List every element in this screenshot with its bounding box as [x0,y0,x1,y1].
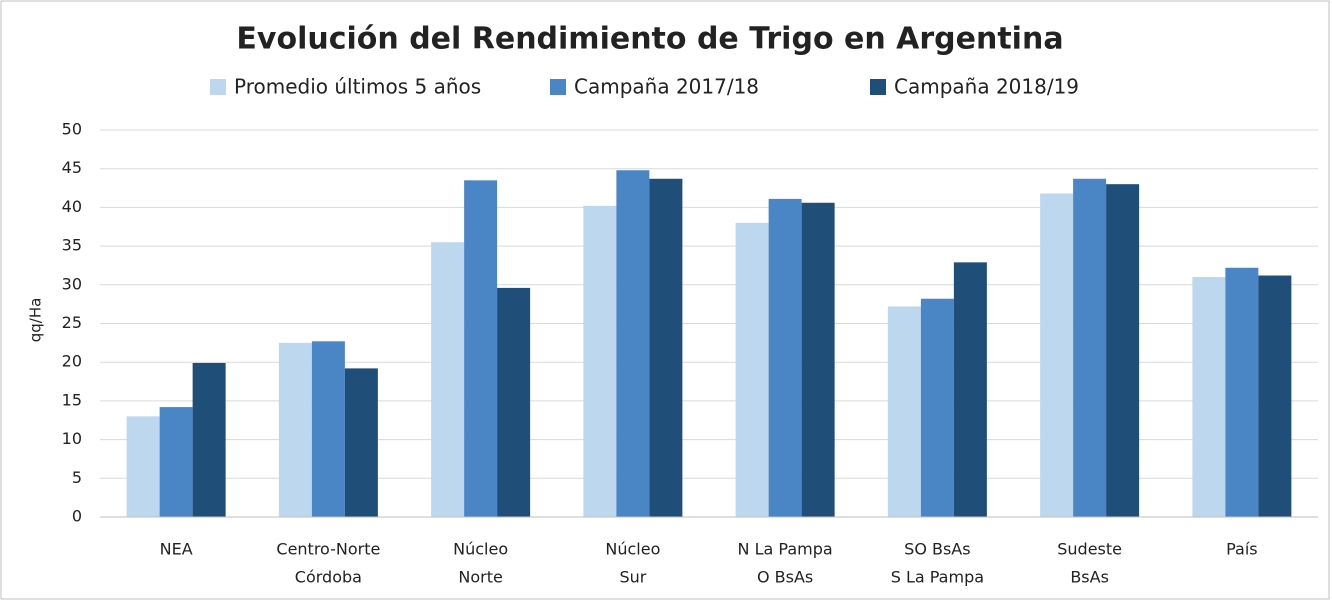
bar [616,170,650,518]
y-tick-label: 35 [62,236,82,255]
bar [583,205,617,518]
bar [192,362,226,517]
y-tick-label: 0 [72,507,82,526]
y-tick-label: 45 [62,158,82,177]
legend-label: Promedio últimos 5 años [234,75,481,99]
bar [126,416,160,517]
y-tick-label: 50 [62,120,82,139]
x-tick-label: NEA [160,540,193,559]
y-tick-label: 10 [62,429,82,448]
legend-swatch [210,79,226,95]
y-tick-label: 40 [62,197,82,216]
x-tick-label: Córdoba [295,568,362,587]
x-tick-label: Sudeste [1057,540,1122,559]
x-tick-label: N La Pampa [738,540,833,559]
bar [464,180,498,517]
bar [920,298,954,517]
x-tick-label: Norte [458,568,502,587]
x-tick-label: O BsAs [757,568,813,587]
bar [497,287,531,517]
bar [311,341,345,517]
bar [887,306,921,517]
x-tick-label: SO BsAs [904,540,970,559]
y-tick-label: 25 [62,313,82,332]
legend-label: Campaña 2017/18 [574,75,759,99]
bar [1073,178,1107,517]
bar [1258,275,1292,517]
x-tick-label: Núcleo [605,540,660,559]
bar [768,198,802,518]
x-tick-label: S La Pampa [891,568,984,587]
y-tick-label: 20 [62,352,82,371]
x-tick-label: Centro-Norte [276,540,380,559]
legend-swatch [550,79,566,95]
legend-label: Campaña 2018/19 [894,75,1079,99]
bar [1106,184,1140,517]
bar [953,262,987,517]
x-tick-label: BsAs [1070,568,1109,587]
bar [1192,277,1226,517]
bar [649,178,683,517]
bar [1225,267,1259,517]
bar [1040,193,1074,517]
y-tick-label: 5 [72,468,82,487]
bar [735,222,769,517]
legend-swatch [870,79,886,95]
y-tick-label: 15 [62,390,82,409]
x-tick-label: Sur [619,568,646,587]
y-axis-label: qq/Ha [27,298,45,343]
chart-title: Evolución del Rendimiento de Trigo en Ar… [236,22,1063,57]
bar [278,342,312,517]
bar [431,242,465,518]
y-tick-label: 30 [62,274,82,293]
bar [801,202,835,518]
x-tick-label: Núcleo [453,540,508,559]
x-tick-label: País [1226,540,1258,559]
bar [344,368,378,517]
bar [159,407,193,517]
